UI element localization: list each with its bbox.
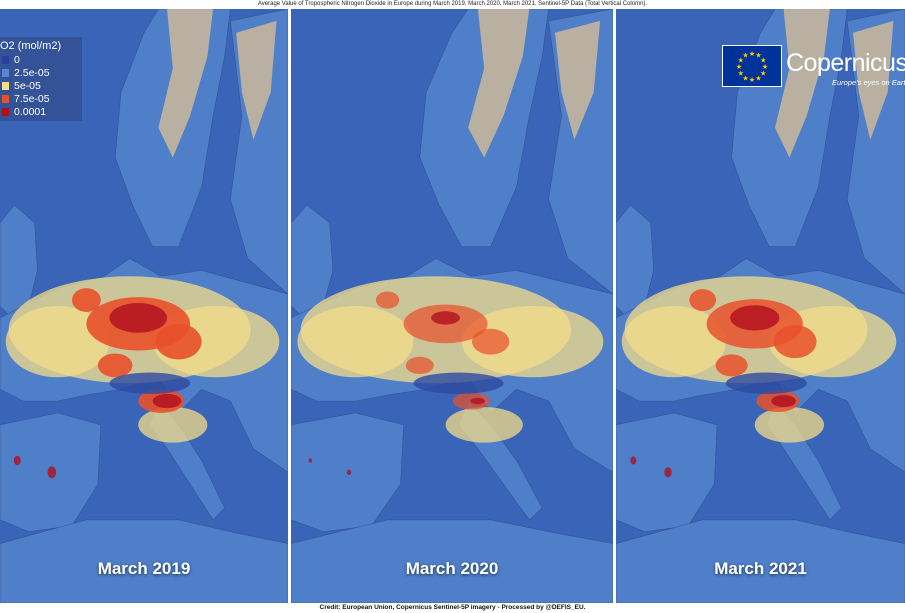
map-panel-2019: March 2019	[0, 9, 288, 603]
legend-label: 0.0001	[14, 106, 47, 118]
svg-text:★: ★	[749, 76, 755, 84]
svg-text:★: ★	[749, 50, 755, 58]
legend: O2 (mol/m2) 0 2.5e-05 5e-05 7.5e-05 0.00…	[0, 37, 82, 121]
legend-label: 5e-05	[14, 80, 41, 92]
legend-item: 7.5e-05	[0, 93, 82, 105]
panel-label-2021: March 2021	[714, 559, 807, 578]
copernicus-wordmark: Copernicus	[786, 49, 905, 77]
svg-text:★: ★	[762, 63, 768, 71]
svg-text:★: ★	[738, 70, 744, 78]
legend-item: 5e-05	[0, 80, 82, 92]
svg-text:★: ★	[760, 57, 766, 65]
panel-label-2020: March 2020	[405, 559, 499, 578]
legend-item: 0	[0, 54, 82, 66]
legend-label: 0	[14, 54, 20, 66]
map-2021	[616, 9, 905, 603]
svg-text:★: ★	[755, 74, 761, 82]
legend-swatch	[2, 82, 9, 90]
map-panel-2021: March 2021	[616, 9, 905, 603]
eu-stars: ★★★★★★★★★ ★ ★★	[736, 50, 768, 84]
legend-swatch	[2, 69, 9, 77]
legend-swatch	[2, 108, 9, 116]
legend-item: 2.5e-05	[0, 67, 82, 79]
svg-text:★: ★	[755, 52, 761, 60]
legend-swatch	[2, 95, 9, 103]
figure-title: Average Value of Tropospheric Nitrogen D…	[257, 1, 648, 7]
legend-title: O2 (mol/m2)	[0, 40, 62, 52]
map-2020	[291, 9, 613, 603]
svg-text:★: ★	[760, 70, 766, 78]
legend-label: 7.5e-05	[14, 93, 50, 105]
legend-label: 2.5e-05	[14, 67, 50, 79]
svg-text:★: ★	[736, 63, 742, 71]
map-panel-2020: March 2020	[291, 9, 613, 603]
copernicus-tagline: Europe's eyes on Earth	[832, 78, 905, 87]
svg-text:★: ★	[742, 52, 748, 60]
legend-item: 0.0001	[0, 106, 82, 118]
credit-line: Credit: European Union, Copernicus Senti…	[319, 604, 586, 611]
legend-swatch	[2, 56, 9, 64]
svg-text:★: ★	[742, 74, 748, 82]
map-2019	[0, 9, 288, 603]
svg-text:★: ★	[738, 57, 744, 65]
eu-flag-icon: ★ ★ ★ ★ ★ ★ ★ ★ ★ ★ ★ ★	[722, 45, 782, 87]
panel-label-2019: March 2019	[97, 559, 191, 578]
copernicus-logo: ★ ★ ★ ★ ★ ★ ★ ★ ★ ★ ★ ★ Copernicus Europe's eyes on…	[722, 45, 905, 90]
